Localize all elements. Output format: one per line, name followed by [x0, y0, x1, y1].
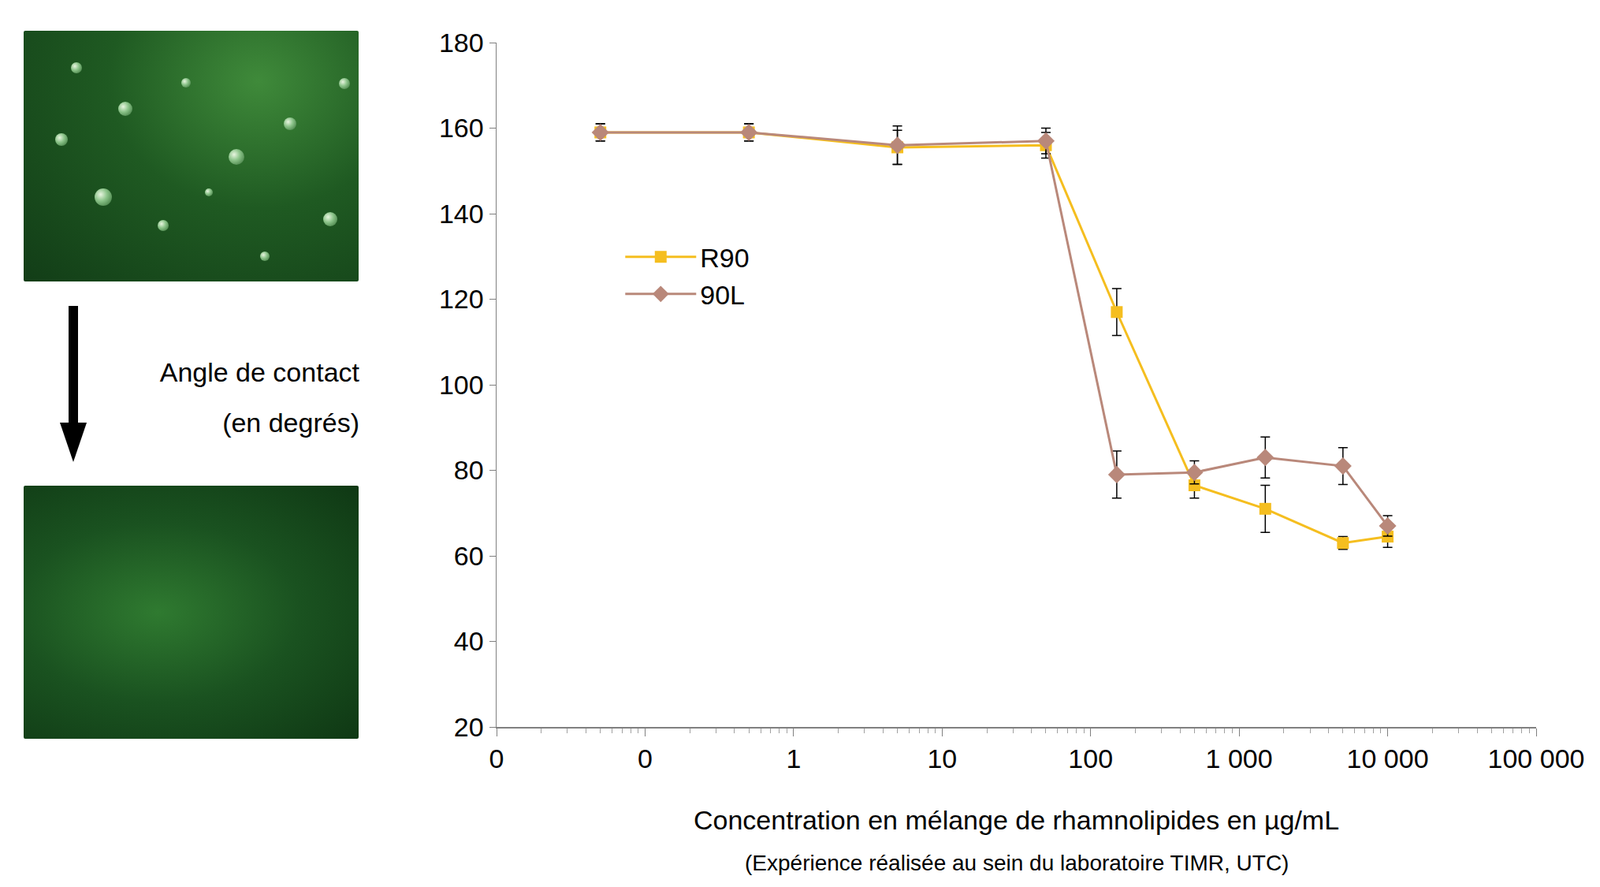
- svg-text:0: 0: [489, 743, 505, 774]
- svg-text:0: 0: [637, 743, 653, 774]
- svg-text:80: 80: [453, 454, 484, 485]
- svg-text:1: 1: [785, 743, 801, 774]
- svg-text:60: 60: [453, 540, 484, 571]
- svg-text:1 000: 1 000: [1205, 743, 1273, 774]
- svg-text:10 000: 10 000: [1346, 743, 1429, 774]
- html-text:Angle de contact (en degrés): Angle de contact (en degrés): [159, 357, 360, 438]
- svg-text:(Expérience réalisée au sein d: (Expérience réalisée au sein du laborato…: [744, 850, 1289, 875]
- svg-text:160: 160: [439, 112, 484, 143]
- svg-text:R90: R90: [699, 242, 749, 273]
- svg-text:100 000: 100 000: [1488, 743, 1586, 774]
- svg-text:90L: 90L: [699, 279, 745, 310]
- svg-text:100: 100: [439, 369, 484, 400]
- svg-text:Concentration en mélange de rh: Concentration en mélange de rhamnolipide…: [693, 804, 1340, 835]
- svg-text:120: 120: [439, 283, 484, 314]
- svg-text:10: 10: [926, 743, 957, 774]
- svg-text:140: 140: [439, 198, 484, 229]
- svg-text:40: 40: [453, 625, 484, 656]
- svg-text:20: 20: [453, 711, 484, 742]
- svg-text:100: 100: [1067, 743, 1113, 774]
- svg-text:180: 180: [439, 27, 484, 58]
